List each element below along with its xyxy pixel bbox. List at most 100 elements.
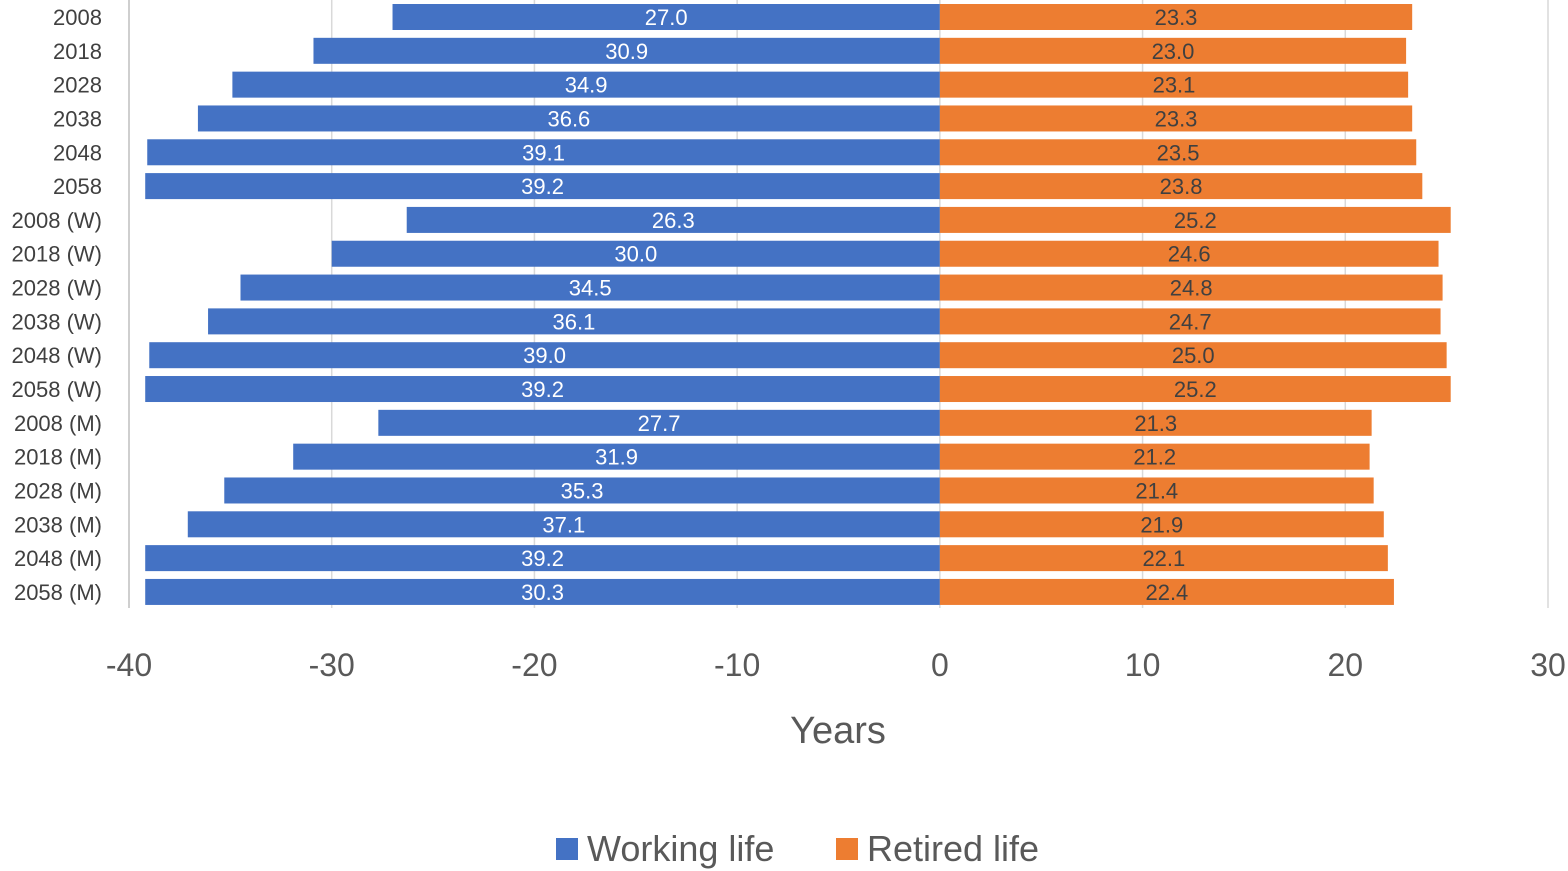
- retired-life-value-12: 21.3: [1134, 411, 1177, 436]
- retired-life-value-5: 23.8: [1160, 174, 1203, 199]
- working-life-bar-13: [293, 443, 940, 470]
- working-life-bar-1: [313, 37, 940, 64]
- retired-life-bar-9: [939, 308, 1441, 335]
- retired-life-bar-4: [939, 139, 1417, 166]
- category-label-6: 2008 (W): [12, 208, 102, 233]
- x-tick-label-3: -10: [714, 647, 760, 683]
- retired-life-value-9: 24.7: [1169, 309, 1212, 334]
- category-label-10: 2048 (W): [12, 343, 102, 368]
- working-life-bar-16: [145, 545, 940, 572]
- retired-life-value-3: 23.3: [1155, 106, 1198, 131]
- retired-life-value-6: 25.2: [1174, 208, 1217, 233]
- working-life-value-10: 39.0: [523, 343, 566, 368]
- working-life-value-1: 30.9: [605, 39, 648, 64]
- retired-life-bar-1: [939, 37, 1407, 64]
- retired-life-bar-12: [939, 409, 1372, 436]
- x-tick-label-6: 20: [1327, 647, 1363, 683]
- category-label-17: 2058 (M): [14, 580, 102, 605]
- working-life-bar-6: [406, 206, 940, 233]
- retired-life-value-11: 25.2: [1174, 377, 1217, 402]
- retired-life-value-10: 25.0: [1172, 343, 1215, 368]
- working-life-value-6: 26.3: [652, 208, 695, 233]
- category-labels: 2008 2018 2028 2038 2048 2058 2008 (W) 2018 (W)…: [12, 5, 102, 605]
- retired-life-bar-8: [939, 274, 1443, 301]
- working-life-bar-0: [392, 4, 940, 30]
- retired-life-bar-11: [939, 376, 1451, 403]
- x-axis-title: Years: [790, 710, 886, 752]
- legend-swatch-0: [556, 838, 578, 860]
- working-life-value-11: 39.2: [521, 377, 564, 402]
- category-label-9: 2038 (W): [12, 309, 102, 334]
- category-label-4: 2048: [53, 140, 102, 165]
- working-life-bar-11: [145, 376, 940, 403]
- legend-label-1: Retired life: [867, 828, 1039, 869]
- retired-life-bar-17: [939, 578, 1394, 605]
- retired-life-value-4: 23.5: [1157, 140, 1200, 165]
- working-life-bar-2: [232, 71, 940, 98]
- category-label-5: 2058: [53, 174, 102, 199]
- working-life-bar-12: [378, 409, 940, 436]
- working-life-bar-7: [331, 240, 940, 267]
- retired-life-value-7: 24.6: [1168, 242, 1211, 267]
- retired-life-value-16: 22.1: [1142, 546, 1185, 571]
- retired-life-bar-13: [939, 443, 1370, 470]
- working-life-value-14: 35.3: [561, 478, 604, 503]
- category-label-16: 2048 (M): [14, 546, 102, 571]
- working-life-value-8: 34.5: [569, 276, 612, 301]
- working-life-value-13: 31.9: [595, 445, 638, 470]
- x-tick-labels: -40 -30 -20 -10 0 10 20 30: [106, 647, 1566, 683]
- legend-swatch-1: [836, 838, 858, 860]
- retired-life-value-17: 22.4: [1145, 580, 1188, 605]
- working-life-value-7: 30.0: [614, 242, 657, 267]
- retired-life-bar-2: [939, 71, 1409, 98]
- working-life-bar-5: [145, 173, 940, 200]
- working-life-value-5: 39.2: [521, 174, 564, 199]
- working-life-bar-8: [240, 274, 940, 301]
- retired-life-value-0: 23.3: [1155, 5, 1198, 30]
- category-label-7: 2018 (W): [12, 242, 102, 267]
- working-life-bar-14: [224, 477, 940, 504]
- category-label-12: 2008 (M): [14, 411, 102, 436]
- retired-life-bar-7: [939, 240, 1439, 267]
- x-tick-label-2: -20: [511, 647, 557, 683]
- working-life-value-17: 30.3: [521, 580, 564, 605]
- retired-life-value-14: 21.4: [1135, 478, 1178, 503]
- category-label-8: 2028 (W): [12, 276, 102, 301]
- retired-life-bar-15: [939, 511, 1384, 538]
- x-tick-label-0: -40: [106, 647, 152, 683]
- legend: Working life Retired life: [556, 828, 1039, 869]
- bars: 27.0 23.3 30.9 23.0 34.9 23.1 36.6 23.3 39.1 23.5…: [145, 4, 1451, 605]
- working-life-value-12: 27.7: [638, 411, 681, 436]
- category-label-14: 2028 (M): [14, 478, 102, 503]
- working-life-bar-4: [147, 139, 940, 166]
- category-label-3: 2038: [53, 106, 102, 131]
- x-tick-label-5: 10: [1125, 647, 1161, 683]
- category-label-1: 2018: [53, 39, 102, 64]
- working-life-value-3: 36.6: [547, 106, 590, 131]
- x-tick-label-1: -30: [309, 647, 355, 683]
- x-tick-label-7: 30: [1530, 647, 1566, 683]
- working-life-bar-10: [149, 342, 940, 369]
- gridlines: [128, 0, 1549, 608]
- retired-life-bar-14: [939, 477, 1374, 504]
- retired-life-bar-5: [939, 173, 1423, 200]
- working-life-bar-9: [208, 308, 940, 335]
- working-life-value-2: 34.9: [565, 73, 608, 98]
- working-life-bar-3: [197, 105, 940, 132]
- working-life-value-4: 39.1: [522, 140, 565, 165]
- category-label-13: 2018 (M): [14, 445, 102, 470]
- retired-life-bar-10: [939, 342, 1447, 369]
- retired-life-bar-16: [939, 545, 1388, 572]
- category-label-2: 2028: [53, 73, 102, 98]
- category-label-0: 2008: [53, 5, 102, 30]
- legend-label-0: Working life: [587, 828, 774, 869]
- category-label-15: 2038 (M): [14, 512, 102, 537]
- retired-life-bar-3: [939, 105, 1413, 132]
- retired-life-value-15: 21.9: [1140, 512, 1183, 537]
- working-life-value-0: 27.0: [645, 5, 688, 30]
- working-life-bar-15: [187, 511, 940, 538]
- retired-life-bar-0: [939, 4, 1413, 30]
- retired-life-value-8: 24.8: [1170, 276, 1213, 301]
- working-life-value-16: 39.2: [521, 546, 564, 571]
